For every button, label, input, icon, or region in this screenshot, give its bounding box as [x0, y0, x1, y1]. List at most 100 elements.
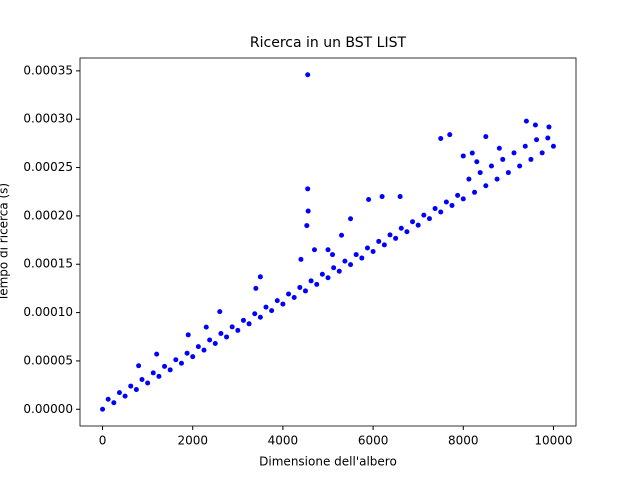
point: [397, 194, 403, 200]
point: [122, 393, 128, 399]
point: [410, 219, 416, 225]
point: [305, 208, 311, 214]
point: [184, 350, 190, 356]
point: [483, 183, 489, 189]
point: [469, 150, 475, 156]
point: [550, 143, 556, 149]
point: [145, 380, 151, 386]
point: [314, 281, 320, 287]
point: [494, 176, 500, 182]
point: [269, 308, 275, 314]
point: [353, 252, 359, 258]
x-tick-label: 2000: [177, 434, 208, 448]
point: [319, 271, 325, 277]
point: [381, 242, 387, 248]
point: [257, 274, 263, 280]
x-axis-label: Dimensione dell'albero: [259, 455, 397, 469]
point: [460, 153, 466, 159]
point: [229, 324, 235, 330]
point: [150, 370, 156, 376]
x-tick-label: 6000: [358, 434, 389, 448]
point: [488, 163, 494, 169]
point: [330, 252, 336, 258]
point: [348, 216, 354, 222]
point: [483, 134, 489, 140]
point: [167, 367, 173, 373]
point: [432, 206, 438, 212]
point: [342, 258, 348, 264]
point: [404, 229, 410, 235]
point: [304, 223, 310, 229]
point: [387, 232, 393, 238]
point: [447, 132, 453, 138]
point: [443, 199, 449, 205]
y-tick-label: 0.00020: [23, 208, 73, 222]
point: [253, 285, 259, 291]
point: [207, 337, 213, 343]
point: [415, 222, 421, 228]
point: [173, 357, 179, 363]
point: [474, 159, 480, 165]
point: [421, 212, 427, 218]
point: [311, 247, 317, 253]
y-tick-label: 0.00025: [23, 160, 73, 174]
point: [348, 262, 354, 268]
y-tick-label: 0.00015: [23, 257, 73, 271]
x-tick-label: 0: [99, 434, 107, 448]
point: [178, 360, 184, 366]
point: [111, 400, 117, 406]
point: [376, 238, 382, 244]
point: [291, 294, 297, 300]
point: [449, 202, 455, 208]
point: [298, 256, 304, 262]
point: [534, 137, 540, 143]
point: [466, 176, 472, 182]
point: [212, 341, 218, 347]
point: [201, 347, 207, 353]
y-axis-label: Tempo di ricerca (s): [0, 183, 11, 302]
point: [105, 396, 111, 402]
point: [398, 225, 404, 231]
point: [257, 314, 263, 320]
x-tick-label: 4000: [268, 434, 299, 448]
point: [336, 268, 342, 274]
point: [305, 186, 311, 192]
x-tick-label: 10000: [534, 434, 572, 448]
point: [539, 150, 545, 156]
point: [100, 406, 106, 412]
point: [438, 209, 444, 215]
point: [545, 135, 551, 141]
point: [235, 327, 241, 333]
point: [500, 156, 506, 162]
point: [455, 192, 461, 198]
point: [325, 247, 331, 253]
point: [379, 194, 385, 200]
point: [302, 288, 308, 294]
x-tick-label: 8000: [448, 434, 479, 448]
point: [305, 72, 311, 78]
point: [325, 275, 331, 281]
point: [393, 235, 399, 241]
y-tick-label: 0.00010: [23, 305, 73, 319]
point: [240, 317, 246, 323]
point: [274, 298, 280, 304]
plot-frame: [79, 57, 577, 427]
y-tick-label: 0.00030: [23, 112, 73, 126]
point: [139, 376, 145, 382]
point: [366, 196, 372, 202]
point: [546, 124, 552, 130]
y-tick-label: 0.00005: [23, 353, 73, 367]
point: [190, 354, 196, 360]
point: [286, 291, 292, 297]
point: [426, 216, 432, 222]
point: [308, 278, 314, 284]
point: [218, 330, 224, 336]
point: [505, 170, 511, 176]
point: [195, 344, 201, 350]
point: [116, 390, 122, 396]
point: [162, 363, 168, 369]
point: [528, 156, 534, 162]
point: [331, 265, 337, 271]
point: [128, 383, 134, 389]
